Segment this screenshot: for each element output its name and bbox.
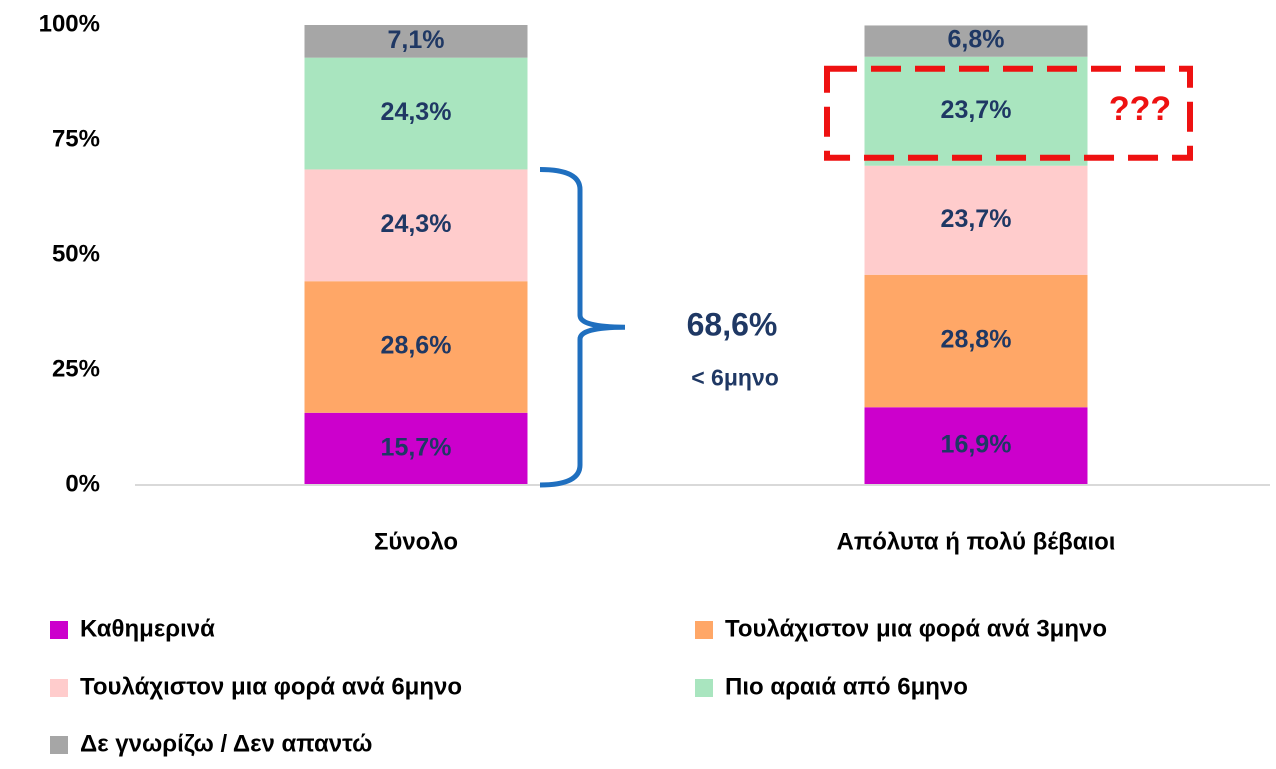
y-tick-label: 75%	[52, 125, 100, 152]
legend-label: Δε γνωρίζω / Δεν απαντώ	[80, 730, 372, 757]
bar-segment	[304, 57, 528, 170]
data-label: 15,7%	[381, 433, 452, 461]
legend-swatch	[50, 621, 68, 639]
legend-label: Πιο αραιά από 6μηνο	[725, 673, 968, 700]
bar-segment	[304, 169, 528, 282]
y-tick-label: 25%	[52, 355, 100, 382]
data-label: 28,8%	[941, 326, 1012, 354]
data-label: 7,1%	[388, 26, 445, 54]
legend-label: Καθημερινά	[80, 615, 215, 642]
annotation-label: 68,6%	[687, 307, 778, 343]
bar-segment	[864, 407, 1088, 485]
legend-swatch	[695, 621, 713, 639]
legend-swatch	[695, 679, 713, 697]
legend-swatch	[50, 679, 68, 697]
y-tick-label: 100%	[39, 10, 100, 37]
bracket	[539, 166, 626, 488]
highlight-box	[824, 65, 1193, 161]
data-label: 24,3%	[381, 210, 452, 238]
bar-segment	[864, 56, 1088, 166]
bar-segment	[304, 281, 528, 413]
x-tick-label: Σύνολο	[374, 528, 458, 555]
bar-segment	[304, 412, 528, 485]
y-tick-label: 50%	[52, 240, 100, 267]
bar-segment	[304, 25, 528, 58]
data-label: 6,8%	[948, 26, 1005, 54]
data-label: 23,7%	[941, 96, 1012, 124]
x-tick-label: Απόλυτα ή πολύ βέβαιοι	[837, 528, 1116, 555]
legend-label: Τουλάχιστον μια φορά ανά 6μηνο	[80, 673, 462, 700]
legend-swatch	[50, 736, 68, 754]
bar-segment	[864, 25, 1088, 57]
data-label: 16,9%	[941, 431, 1012, 459]
legend-label: Τουλάχιστον μια φορά ανά 3μηνο	[725, 615, 1107, 642]
data-label: 24,3%	[381, 98, 452, 126]
bar-segment	[864, 165, 1088, 275]
y-tick-label: 0%	[65, 470, 100, 497]
data-label: 23,7%	[941, 205, 1012, 233]
data-label: 28,6%	[381, 332, 452, 360]
annotation-sublabel: < 6μηνο	[691, 364, 779, 390]
bar-segment	[864, 274, 1088, 408]
annotation-label: ???	[1109, 90, 1171, 128]
